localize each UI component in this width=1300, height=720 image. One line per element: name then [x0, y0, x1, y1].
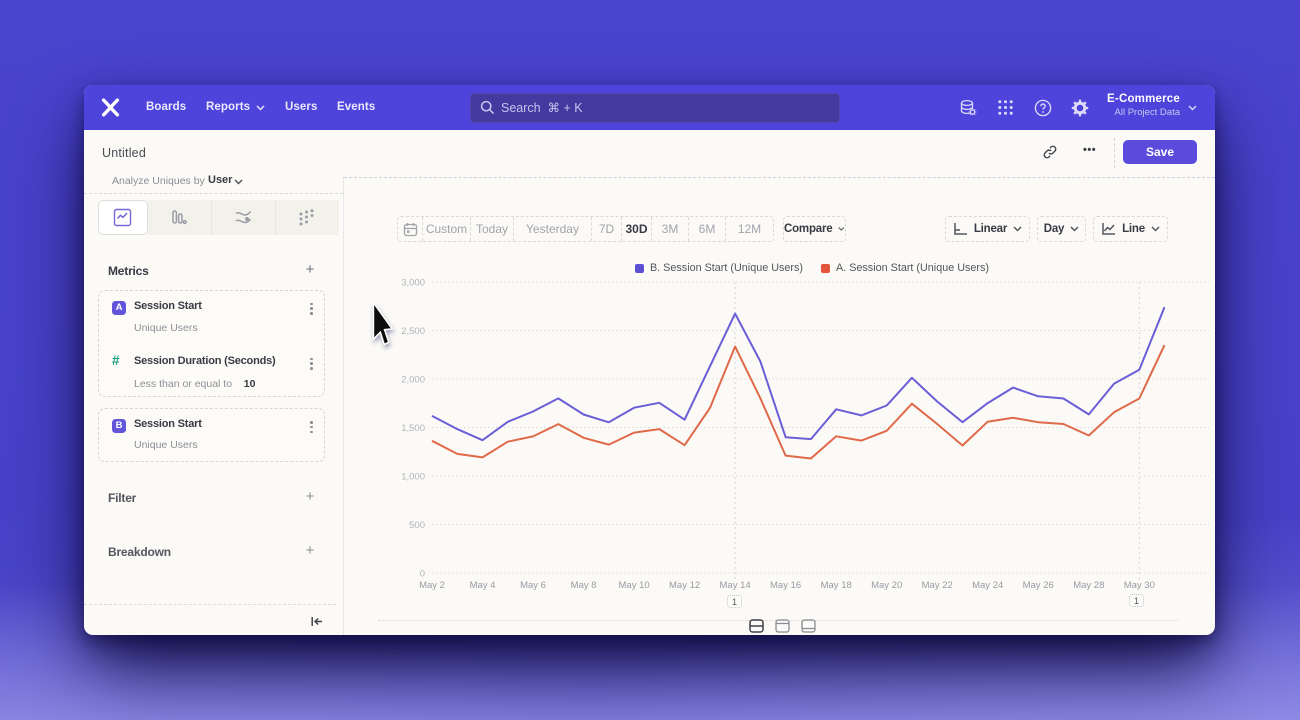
svg-text:2,000: 2,000 — [401, 375, 425, 386]
svg-text:May 16: May 16 — [770, 580, 801, 591]
svg-text:May 28: May 28 — [1073, 580, 1104, 591]
svg-text:May 18: May 18 — [821, 580, 852, 591]
svg-text:May 30: May 30 — [1124, 580, 1155, 591]
svg-text:May 24: May 24 — [972, 580, 1003, 591]
svg-text:May 8: May 8 — [571, 580, 597, 591]
svg-text:May 20: May 20 — [871, 580, 902, 591]
svg-text:2,500: 2,500 — [401, 326, 425, 337]
svg-text:May 12: May 12 — [669, 580, 700, 591]
svg-text:500: 500 — [409, 520, 425, 531]
svg-text:1,500: 1,500 — [401, 423, 425, 434]
svg-text:0: 0 — [420, 569, 425, 580]
svg-text:May 2: May 2 — [419, 580, 445, 591]
svg-text:May 6: May 6 — [520, 580, 546, 591]
svg-text:1,000: 1,000 — [401, 472, 425, 483]
svg-text:May 22: May 22 — [922, 580, 953, 591]
svg-text:May 14: May 14 — [720, 580, 751, 591]
svg-text:3,000: 3,000 — [401, 278, 425, 289]
svg-text:May 10: May 10 — [619, 580, 650, 591]
svg-text:May 4: May 4 — [470, 580, 496, 591]
svg-text:May 26: May 26 — [1023, 580, 1054, 591]
